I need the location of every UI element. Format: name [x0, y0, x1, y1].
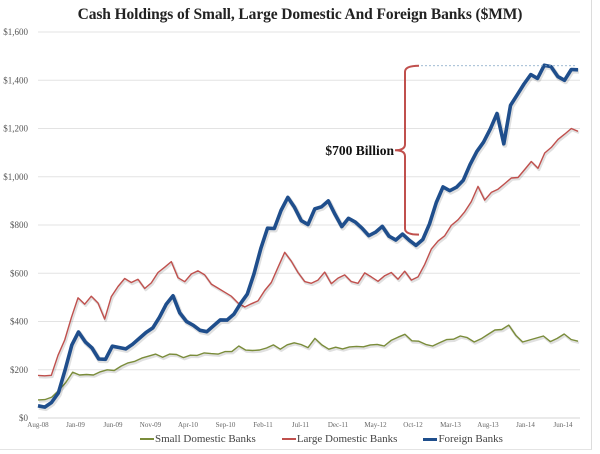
- chart-frame: [0, 0, 592, 450]
- x-tick-label: Oct-12: [403, 421, 423, 429]
- x-tick-label: Jun-14: [553, 421, 573, 429]
- x-tick-label: Aug-13: [477, 421, 499, 429]
- y-tick-label: $800: [10, 220, 29, 230]
- series-lines: [37, 63, 580, 412]
- y-tick-label: $0: [19, 413, 29, 423]
- x-tick-label: May-12: [364, 421, 387, 429]
- legend-swatch-large-domestic: [281, 438, 296, 440]
- series-shadow: [38, 128, 580, 379]
- series-line-small-domestic-banks: [37, 324, 579, 401]
- legend-item-large-domestic: Large Domestic Banks: [281, 433, 398, 445]
- x-tick-label: Jul-11: [292, 421, 310, 429]
- y-tick-label: $1,600: [3, 27, 28, 37]
- legend-item-foreign: Foreign Banks: [423, 433, 503, 445]
- x-tick-label: Apr-10: [178, 421, 199, 429]
- legend-item-small-domestic: Small Domestic Banks: [140, 433, 256, 445]
- y-tick-label: $600: [10, 268, 29, 278]
- legend-label-foreign: Foreign Banks: [438, 433, 503, 445]
- annotation: $700 Billion: [325, 64, 577, 236]
- legend-label-small-domestic: Small Domestic Banks: [155, 433, 256, 445]
- series-line-foreign-banks: [37, 63, 579, 409]
- chart-title: Cash Holdings of Small, Large Domestic A…: [77, 6, 523, 23]
- gridlines: [38, 31, 580, 419]
- series-shadow: [38, 325, 580, 403]
- x-tick-label: Jan-09: [66, 421, 85, 429]
- y-tick-label: $1,400: [3, 75, 28, 85]
- y-tick-label: $200: [10, 365, 29, 375]
- y-axis-ticks: $0 $200 $400 $600 $800 $1,000 $1,200 $1,400 $1,6…: [3, 27, 28, 423]
- y-tick-label: $400: [10, 317, 29, 327]
- x-tick-label: Dec-11: [328, 421, 349, 429]
- annotation-label: $700 Billion: [325, 143, 394, 158]
- legend-label-large-domestic: Large Domestic Banks: [296, 433, 398, 445]
- x-tick-label: Jan-14: [516, 421, 535, 429]
- x-tick-label: Mar-13: [440, 421, 461, 429]
- series-line-large-domestic-banks: [37, 127, 579, 377]
- legend-swatch-small-domestic: [140, 438, 154, 440]
- y-tick-label: $1,000: [3, 172, 28, 182]
- annotation-bracket: [394, 64, 420, 236]
- x-tick-label: Feb-11: [253, 421, 273, 429]
- legend-swatch-foreign: [423, 437, 438, 441]
- x-tick-label: Jun-09: [103, 421, 123, 429]
- x-axis-ticks: Aug-08 Jan-09 Jun-09 Nov-09 Apr-10 Sep-10 Feb-…: [27, 421, 573, 429]
- legend: Small Domestic Banks Large Domestic Bank…: [140, 433, 503, 445]
- y-tick-label: $1,200: [3, 124, 28, 134]
- x-tick-label: Sep-10: [216, 421, 236, 429]
- x-tick-label: Nov-09: [140, 421, 162, 429]
- x-tick-label: Aug-08: [27, 421, 49, 429]
